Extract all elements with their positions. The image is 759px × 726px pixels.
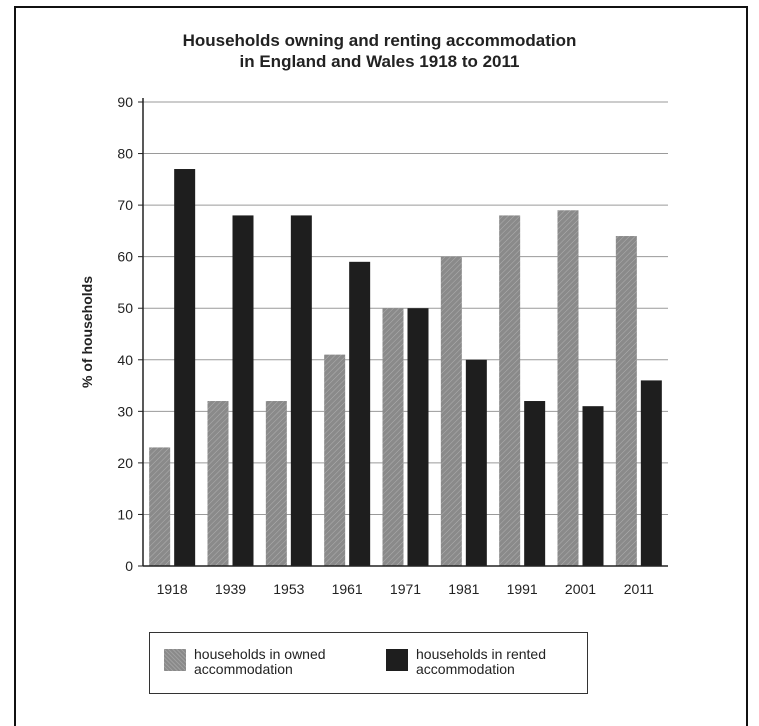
bars bbox=[149, 169, 662, 567]
y-tick-label: 10 bbox=[117, 506, 133, 522]
x-tick-label: 1991 bbox=[507, 581, 538, 597]
x-tick-label: 1961 bbox=[332, 581, 363, 597]
bar-rented bbox=[524, 401, 546, 566]
bar-owned bbox=[382, 308, 404, 566]
bar-rented bbox=[582, 406, 604, 566]
y-tick-label: 20 bbox=[117, 455, 133, 471]
bar-owned bbox=[149, 447, 171, 566]
legend-label-rented: households in rented accommodation bbox=[416, 646, 546, 677]
x-tick-label: 2011 bbox=[624, 581, 654, 597]
bar-rented bbox=[465, 359, 487, 566]
bar-owned bbox=[557, 210, 579, 566]
axes bbox=[142, 98, 668, 567]
x-tick-label: 1981 bbox=[448, 581, 479, 597]
chart-title: Households owning and renting accommodat… bbox=[0, 30, 759, 72]
bar-owned bbox=[499, 215, 521, 566]
x-tick-label: 1918 bbox=[157, 581, 188, 597]
legend-item-owned: households in owned accommodation bbox=[164, 647, 364, 677]
y-tick-labels: 0 10 20 30 40 50 60 70 80 90 bbox=[117, 94, 133, 574]
y-tick-label: 90 bbox=[117, 94, 133, 110]
y-tick-label: 80 bbox=[117, 146, 133, 162]
x-tick-label: 2001 bbox=[565, 581, 596, 597]
chart-title-line-1: Households owning and renting accommodat… bbox=[182, 31, 577, 50]
y-tick-label: 30 bbox=[117, 403, 133, 419]
bar-rented bbox=[349, 261, 371, 566]
legend: households in owned accommodation househ… bbox=[149, 632, 588, 694]
x-tick-label: 1939 bbox=[215, 581, 246, 597]
bar-rented bbox=[174, 169, 196, 566]
bar-owned bbox=[440, 256, 462, 566]
x-tick-labels: 1918 1939 1953 1961 1971 1981 1991 2001 2011 bbox=[157, 581, 655, 597]
bar-rented bbox=[640, 380, 662, 566]
bar-rented bbox=[232, 215, 254, 566]
bar-chart: 0 10 20 30 40 50 60 70 80 90 1918 1939 1953 1961 1971… bbox=[79, 94, 668, 597]
y-tick-label: 70 bbox=[117, 197, 133, 213]
chart-frame bbox=[14, 6, 748, 726]
x-tick-label: 1971 bbox=[390, 581, 421, 597]
bar-owned bbox=[265, 401, 287, 566]
gridlines bbox=[138, 101, 668, 567]
y-tick-label: 50 bbox=[117, 300, 133, 316]
legend-item-rented: households in rented accommodation bbox=[386, 647, 586, 677]
chart-title-line-2: in England and Wales 1918 to 2011 bbox=[239, 52, 520, 71]
legend-swatch-rented bbox=[386, 649, 408, 671]
y-tick-label: 40 bbox=[117, 352, 133, 368]
y-tick-label: 60 bbox=[117, 249, 133, 265]
bar-owned bbox=[324, 354, 346, 566]
y-axis-label: % of households bbox=[79, 276, 95, 388]
bar-owned bbox=[615, 236, 637, 567]
legend-label-owned: households in owned accommodation bbox=[194, 646, 326, 677]
y-tick-label: 0 bbox=[125, 558, 133, 574]
bar-rented bbox=[407, 308, 429, 566]
bar-rented bbox=[290, 215, 312, 566]
bar-owned bbox=[207, 401, 229, 566]
legend-swatch-owned bbox=[164, 649, 186, 671]
x-tick-label: 1953 bbox=[273, 581, 304, 597]
